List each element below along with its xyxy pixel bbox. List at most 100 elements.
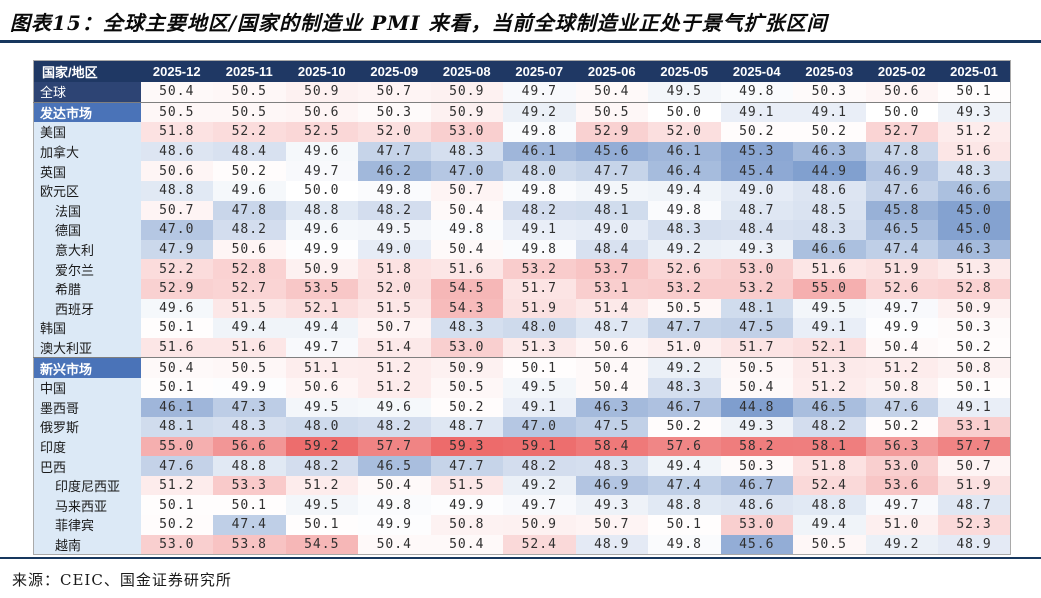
table-row: 印度尼西亚 51.2 53.3 51.2 50.4 51.5 49.2 46.9 47.4 46.… <box>33 475 1011 496</box>
table-row: 加拿大 48.6 48.4 49.6 47.7 48.3 46.1 45.6 46.1 45.3 4… <box>33 141 1011 162</box>
pmi-cell: 49.2 <box>503 102 576 123</box>
column-header: 2025-04 <box>732 64 781 79</box>
column-header: 2025-03 <box>805 64 854 79</box>
pmi-cell: 51.0 <box>865 515 938 535</box>
pmi-cell: 46.5 <box>793 397 866 418</box>
pmi-cell: 47.4 <box>213 515 286 535</box>
pmi-cell: 44.8 <box>720 397 793 418</box>
row-label: 中国 <box>33 377 141 398</box>
pmi-cell: 52.8 <box>938 278 1011 299</box>
pmi-cell: 50.4 <box>575 357 648 378</box>
pmi-cell: 49.0 <box>575 220 648 240</box>
pmi-cell: 50.3 <box>938 318 1011 338</box>
pmi-cell: 49.8 <box>503 122 576 142</box>
pmi-cell: 50.7 <box>575 515 648 535</box>
pmi-cell: 58.2 <box>720 436 793 457</box>
row-label: 墨西哥 <box>33 397 141 418</box>
pmi-cell: 52.4 <box>503 534 576 555</box>
pmi-cell: 48.5 <box>793 200 866 221</box>
table-row: 巴西 47.6 48.8 48.2 46.5 47.7 48.2 48.3 49.4 50.3 51… <box>33 456 1011 476</box>
pmi-cell: 50.3 <box>793 82 866 103</box>
header-row: 国家/地区 2025-12 2025-11 2025-10 2025-09 2025-08… <box>33 60 1011 82</box>
pmi-cell: 48.2 <box>503 200 576 221</box>
pmi-cell: 46.1 <box>140 397 213 418</box>
table-row: 爱尔兰 52.2 52.8 50.9 51.8 51.6 53.2 53.7 52.6 53.0 5… <box>33 259 1011 279</box>
pmi-cell: 50.2 <box>793 122 866 142</box>
pmi-cell: 52.7 <box>213 278 286 299</box>
row-label: 印度 <box>33 436 141 457</box>
pmi-cell: 50.4 <box>575 377 648 398</box>
pmi-cell: 51.6 <box>140 337 213 359</box>
pmi-cell: 51.7 <box>720 337 793 359</box>
row-label: 越南 <box>33 534 141 555</box>
pmi-cell: 50.4 <box>430 200 503 221</box>
pmi-cell: 51.6 <box>430 259 503 279</box>
pmi-cell: 47.6 <box>865 397 938 418</box>
pmi-cell: 51.2 <box>793 377 866 398</box>
pmi-cell: 49.2 <box>648 357 721 378</box>
row-label: 菲律宾 <box>33 515 141 535</box>
row-label: 马来西亚 <box>33 495 141 516</box>
pmi-cell: 50.1 <box>213 495 286 516</box>
pmi-cell: 45.6 <box>575 141 648 162</box>
pmi-cell: 48.8 <box>793 495 866 516</box>
pmi-cell: 48.0 <box>503 318 576 338</box>
pmi-cell: 50.6 <box>285 377 358 398</box>
pmi-cell: 50.9 <box>285 259 358 279</box>
pmi-cell: 49.2 <box>648 239 721 260</box>
pmi-cell: 49.9 <box>285 239 358 260</box>
pmi-cell: 49.7 <box>503 495 576 516</box>
pmi-cell: 52.5 <box>285 122 358 142</box>
row-label: 发达市场 <box>33 102 141 123</box>
row-label: 俄罗斯 <box>33 417 141 437</box>
pmi-cell: 50.2 <box>648 417 721 437</box>
pmi-cell: 51.1 <box>285 357 358 378</box>
column-header: 2025-09 <box>370 64 419 79</box>
row-label: 法国 <box>33 200 141 221</box>
pmi-cell: 54.5 <box>285 534 358 555</box>
pmi-cell: 48.1 <box>575 200 648 221</box>
pmi-cell: 50.6 <box>140 161 213 181</box>
source-note: 来源：CEIC、国金证券研究所 <box>12 571 232 589</box>
pmi-cell: 50.3 <box>358 102 431 123</box>
pmi-cell: 53.8 <box>213 534 286 555</box>
pmi-cell: 48.9 <box>575 534 648 555</box>
pmi-cell: 49.6 <box>213 180 286 201</box>
row-label: 澳大利亚 <box>33 337 141 359</box>
table-row: 俄罗斯 48.1 48.3 48.0 48.2 48.7 47.0 47.5 50.2 49.3 4… <box>33 417 1011 437</box>
pmi-cell: 50.0 <box>648 102 721 123</box>
pmi-cell: 48.8 <box>213 456 286 476</box>
pmi-cell: 53.1 <box>575 278 648 299</box>
pmi-cell: 49.2 <box>503 475 576 496</box>
pmi-cell: 50.4 <box>358 534 431 555</box>
pmi-cell: 47.8 <box>865 141 938 162</box>
pmi-cell: 48.3 <box>793 220 866 240</box>
pmi-cell: 59.3 <box>430 436 503 457</box>
pmi-cell: 45.6 <box>720 534 793 555</box>
pmi-cell: 45.0 <box>938 220 1011 240</box>
pmi-cell: 56.6 <box>213 436 286 457</box>
pmi-cell: 51.2 <box>865 357 938 378</box>
pmi-cell: 51.9 <box>865 259 938 279</box>
table-row: 德国 47.0 48.2 49.6 49.5 49.8 49.1 49.0 48.3 48.4 48… <box>33 220 1011 240</box>
pmi-cell: 51.2 <box>938 122 1011 142</box>
pmi-cell: 50.4 <box>865 337 938 359</box>
pmi-cell: 48.3 <box>648 377 721 398</box>
pmi-cell: 49.7 <box>503 82 576 103</box>
bottom-divider <box>0 557 1041 559</box>
pmi-cell: 51.8 <box>358 259 431 279</box>
column-header: 2025-08 <box>442 64 491 79</box>
pmi-cell: 49.5 <box>285 397 358 418</box>
pmi-cell: 50.5 <box>648 298 721 319</box>
pmi-cell: 51.4 <box>358 337 431 359</box>
column-header: 2025-10 <box>297 64 346 79</box>
pmi-cell: 50.9 <box>285 82 358 103</box>
pmi-cell: 46.6 <box>938 180 1011 201</box>
pmi-cell: 44.9 <box>793 161 866 181</box>
pmi-cell: 51.9 <box>503 298 576 319</box>
pmi-cell: 50.1 <box>648 515 721 535</box>
pmi-cell: 49.4 <box>648 456 721 476</box>
pmi-cell: 50.9 <box>430 82 503 103</box>
pmi-cell: 57.7 <box>938 436 1011 457</box>
pmi-cell: 50.6 <box>285 102 358 123</box>
